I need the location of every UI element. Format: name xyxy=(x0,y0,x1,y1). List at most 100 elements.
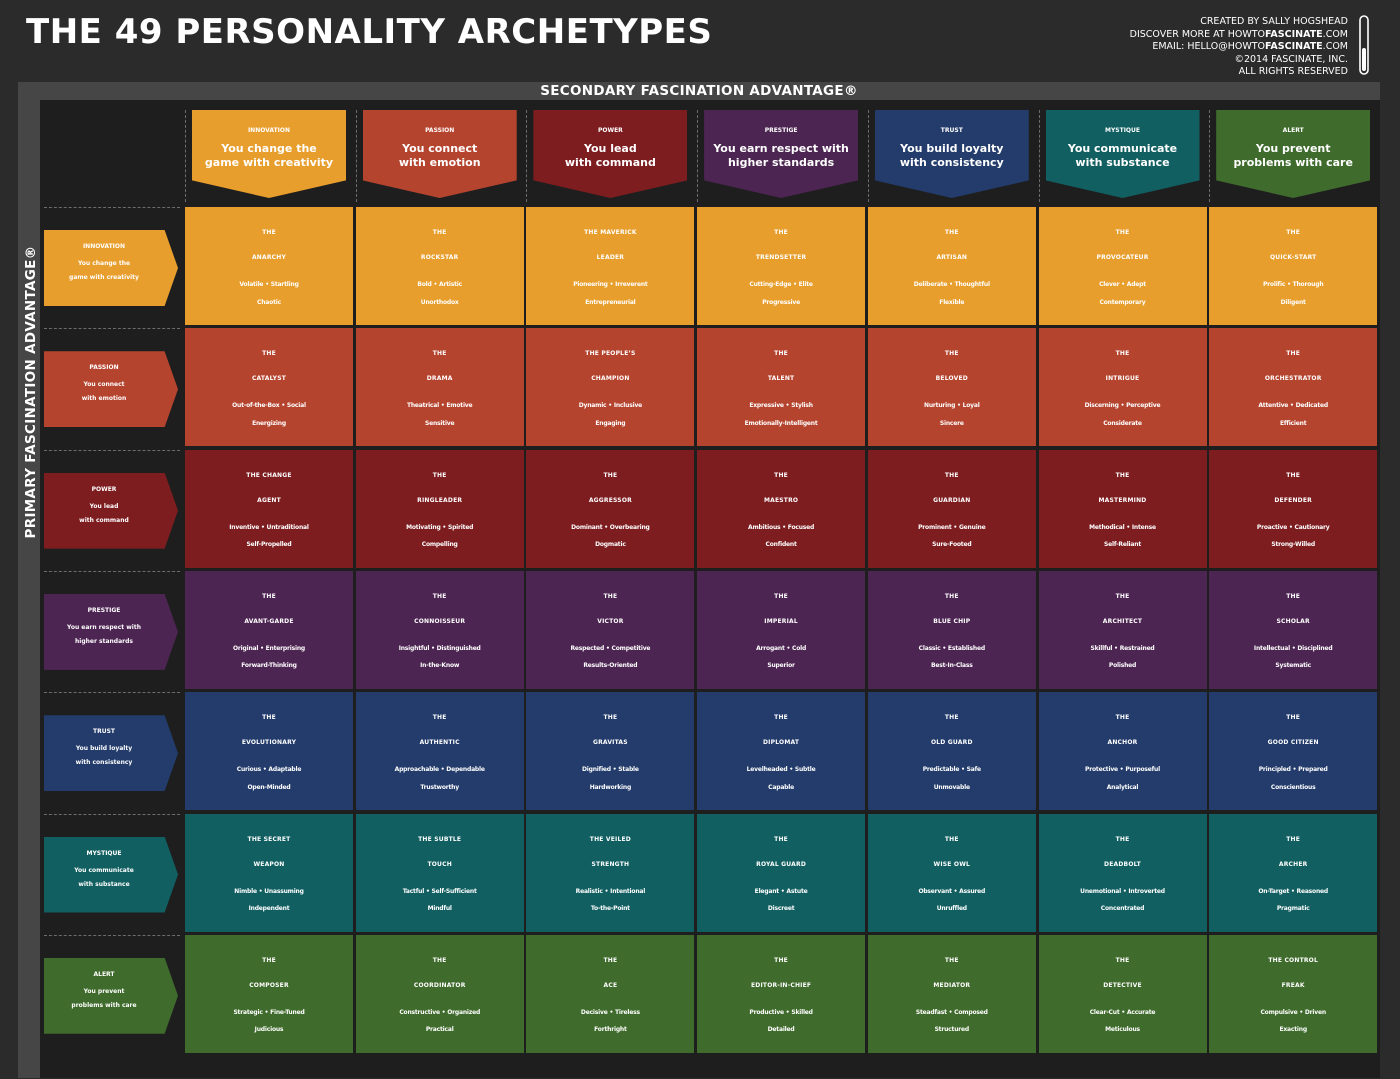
archetype-traits-line-1: Cutting-Edge • Elite xyxy=(749,281,813,288)
archetype-traits-line-2: Capable xyxy=(768,783,794,791)
archetype-title-line-2: AVANT-GARDE xyxy=(244,617,294,625)
archetype-cell: THE MASTERMIND Methodical • Intense Self-Re… xyxy=(1038,449,1207,568)
archetype-traits-line-1: Prolific • Thorough xyxy=(1262,281,1324,288)
archetype-cell: THE GUARDIAN Prominent • Genuine Sure-Foote… xyxy=(867,449,1036,568)
primary-axis-label: PRIMARY FASCINATION ADVANTAGE® xyxy=(23,245,39,539)
archetype-traits-line-2: Energizing xyxy=(252,419,286,427)
archetype-title-line-2: TOUCH xyxy=(427,860,452,868)
row-header-desc-1: You connect xyxy=(83,381,125,389)
archetype-title-line-2: CHAMPION xyxy=(591,375,630,383)
col-divider xyxy=(1209,110,1211,202)
archetype-traits-line-2: Emotionally-Intelligent xyxy=(744,419,818,427)
archetype-title-line-2: EDITOR-IN-CHIEF xyxy=(750,981,812,989)
credits: CREATED BY SALLY HOGSHEAD DISCOVER MORE … xyxy=(948,16,1348,79)
archetype-title-line-1: THE SECRET xyxy=(247,835,291,843)
credit-website-suffix: .COM xyxy=(1322,28,1348,40)
archetype-cell: THE AVANT-GARDE Original • Enterprising For… xyxy=(185,570,353,689)
archetype-traits-line-2: Unmovable xyxy=(933,783,970,791)
archetype-traits-line-2: Analytical xyxy=(1106,783,1139,791)
archetype-cell: THE GOOD CITIZEN Principled • Prepared Cons… xyxy=(1209,692,1378,811)
col-header-power: POWER You lead with command xyxy=(533,110,688,198)
archetype-traits-line-1: Nimble • Unassuming xyxy=(234,887,304,895)
archetype-traits-line-2: Entrepreneurial xyxy=(585,298,636,306)
archetype-traits-line-1: Ambitious • Focused xyxy=(748,523,815,531)
archetype-title-line-1: THE xyxy=(774,350,788,358)
archetype-cell: THE BLUE CHIP Classic • Established Best-In… xyxy=(867,570,1036,689)
archetype-title-line-1: THE xyxy=(1286,714,1301,722)
archetype-traits-line-1: Predictable • Safe xyxy=(922,766,981,774)
archetype-traits-line-1: Volatile • Startling xyxy=(239,281,299,288)
credit-email[interactable]: EMAIL: HELLO@HOWTOFASCINATE.COM xyxy=(948,41,1348,54)
archetype-title-line-2: STRENGTH xyxy=(591,860,630,868)
archetype-title-line-1: THE xyxy=(1115,350,1130,358)
archetype-traits-line-2: Unruffled xyxy=(936,905,967,912)
archetype-cell: THE SUBTLE TOUCH Tactful • Self-Sufficient… xyxy=(355,813,524,932)
row-header-desc-2: with command xyxy=(79,516,129,524)
col-header-desc-1: You connect xyxy=(402,142,478,155)
col-header-desc-2: problems with care xyxy=(1233,156,1353,169)
archetype-title-line-1: THE xyxy=(1115,835,1130,843)
col-header-alert: ALERT You prevent problems with care xyxy=(1216,110,1371,198)
archetype-traits-line-1: Observant • Assured xyxy=(918,887,986,895)
archetype-title-line-2: ARCHITECT xyxy=(1102,617,1143,625)
archetype-traits-line-2: Judicious xyxy=(254,1026,284,1034)
archetype-title-line-2: VICTOR xyxy=(597,617,624,625)
archetype-title-line-1: THE xyxy=(1115,471,1130,479)
archetype-title-line-2: CATALYST xyxy=(251,375,287,383)
row-divider xyxy=(44,692,180,694)
row-header-innovation: INNOVATION You change the game with creati… xyxy=(44,230,178,306)
archetype-title-line-2: COMPOSER xyxy=(249,981,289,989)
archetype-traits-line-2: Engaging xyxy=(595,419,626,427)
archetype-cell: THE BELOVED Nurturing • Loyal Sincere xyxy=(867,328,1036,447)
archetype-cell: THE SCHOLAR Intellectual • Disciplined Syst… xyxy=(1209,570,1378,689)
archetype-traits-line-2: Unorthodox xyxy=(420,298,459,306)
row-header-power: POWER You lead with command xyxy=(44,472,178,549)
archetype-traits-line-1: Protective • Purposeful xyxy=(1085,766,1160,774)
archetype-title-line-1: THE xyxy=(432,714,447,722)
credit-website[interactable]: DISCOVER MORE AT HOWTOFASCINATE.COM xyxy=(948,29,1348,42)
archetype-traits-line-2: Best-In-Class xyxy=(930,662,973,670)
archetype-traits-line-1: Deliberate • Thoughtful xyxy=(913,281,990,288)
archetype-title-line-1: THE xyxy=(1286,229,1301,236)
col-header-desc-1: You lead xyxy=(584,142,637,155)
archetype-title-line-2: ROCKSTAR xyxy=(420,254,459,261)
archetype-traits-line-1: Motivating • Spirited xyxy=(406,523,474,531)
archetype-title-line-2: ARCHER xyxy=(1278,860,1308,868)
col-divider xyxy=(697,110,699,202)
archetype-cell: THE ANCHOR Protective • Purposeful Analytic… xyxy=(1038,692,1207,811)
archetype-cell: THE DIPLOMAT Levelheaded • Subtle Capable xyxy=(697,692,866,811)
credit-email-prefix: EMAIL: HELLO@HOWTO xyxy=(1152,41,1266,53)
archetype-traits-line-1: Dominant • Overbearing xyxy=(571,523,650,531)
credit-email-bold: FASCINATE xyxy=(1265,41,1323,53)
archetype-title-line-2: RINGLEADER xyxy=(417,496,463,504)
row-header-passion: PASSION You connect with emotion xyxy=(44,351,178,428)
credit-email-suffix: .COM xyxy=(1322,41,1348,53)
col-header-name: PASSION xyxy=(425,127,455,134)
archetype-title-line-1: THE xyxy=(432,471,447,479)
archetype-traits-line-2: Mindful xyxy=(427,905,452,912)
row-header-desc-1: You build loyalty xyxy=(75,745,133,753)
row-header-name: TRUST xyxy=(93,728,115,736)
row-header-desc-2: problems with care xyxy=(71,1001,137,1009)
archetype-title-line-2: WEAPON xyxy=(253,860,285,868)
col-header-name: ALERT xyxy=(1282,127,1304,134)
archetype-traits-line-1: Approachable • Dependable xyxy=(394,766,485,774)
archetype-title-line-1: THE xyxy=(262,956,276,964)
archetype-traits-line-2: Progressive xyxy=(762,298,800,306)
archetype-traits-line-1: Inventive • Untraditional xyxy=(229,523,309,531)
archetype-cell: THE DRAMA Theatrical • Emotive Sensitive xyxy=(355,328,524,447)
archetype-cell: THE AUTHENTIC Approachable • Dependable Tru… xyxy=(355,692,524,811)
archetype-traits-line-2: Dogmatic xyxy=(595,541,626,549)
archetype-traits-line-2: Conscientious xyxy=(1270,783,1316,791)
row-header-trust: TRUST You build loyalty with consistency xyxy=(44,715,178,792)
col-divider xyxy=(526,110,528,202)
archetype-traits-line-1: Skillful • Restrained xyxy=(1090,644,1155,652)
archetype-cell: THE ARCHER On-Target • Reasoned Pragmatic xyxy=(1209,813,1378,932)
archetype-cell: THE ARCHITECT Skillful • Restrained Polishe… xyxy=(1038,570,1207,689)
archetype-traits-line-2: Polished xyxy=(1108,662,1137,670)
col-header-desc-2: with command xyxy=(564,156,656,169)
archetype-title-line-2: OLD GUARD xyxy=(930,739,973,747)
archetype-title-line-1: THE xyxy=(1115,229,1130,236)
archetype-traits-line-1: Methodical • Intense xyxy=(1089,523,1156,531)
row-header-desc-1: You lead xyxy=(89,502,119,510)
